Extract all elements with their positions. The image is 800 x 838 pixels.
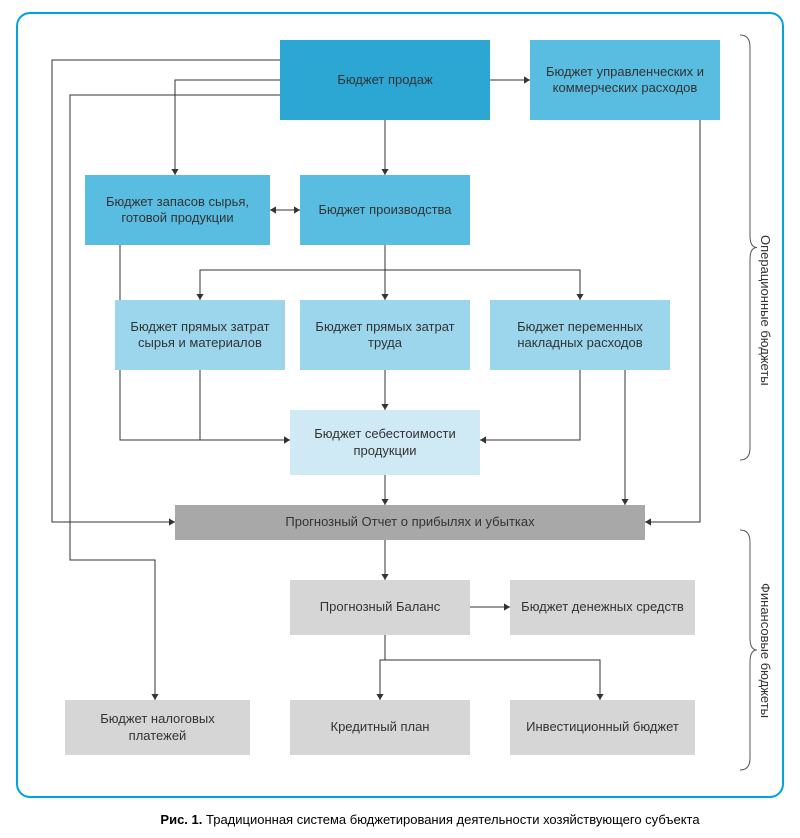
diagram-frame: Бюджет продаж Бюджет управленческих и ком…: [0, 0, 800, 838]
node-overhead: Бюджет переменных накладных расходов: [490, 300, 670, 370]
figure-caption: Рис. 1. Традиционная система бюджетирова…: [150, 812, 710, 827]
node-cost: Бюджет себестоимости продукции: [290, 410, 480, 475]
node-invest: Инвестиционный бюджет: [510, 700, 695, 755]
node-pnl: Прогнозный Отчет о прибылях и убытках: [175, 505, 645, 540]
node-materials: Бюджет прямых затрат сырья и материалов: [115, 300, 285, 370]
side-label-operational: Операционные бюджеты: [758, 150, 773, 470]
side-label-financial: Финансовые бюджеты: [758, 550, 773, 750]
node-cash: Бюджет денежных средств: [510, 580, 695, 635]
node-tax: Бюджет налоговых платежей: [65, 700, 250, 755]
node-credit: Кредитный план: [290, 700, 470, 755]
node-production: Бюджет производства: [300, 175, 470, 245]
node-sales: Бюджет продаж: [280, 40, 490, 120]
caption-prefix: Рис. 1.: [160, 812, 202, 827]
rounded-border: [16, 12, 784, 798]
node-balance: Прогнозный Баланс: [290, 580, 470, 635]
caption-text: Традиционная система бюджетирования деят…: [206, 812, 700, 827]
node-stock: Бюджет запасов сырья, готовой продукции: [85, 175, 270, 245]
node-admin: Бюджет управленческих и коммерческих рас…: [530, 40, 720, 120]
node-labor: Бюджет прямых затрат труда: [300, 300, 470, 370]
